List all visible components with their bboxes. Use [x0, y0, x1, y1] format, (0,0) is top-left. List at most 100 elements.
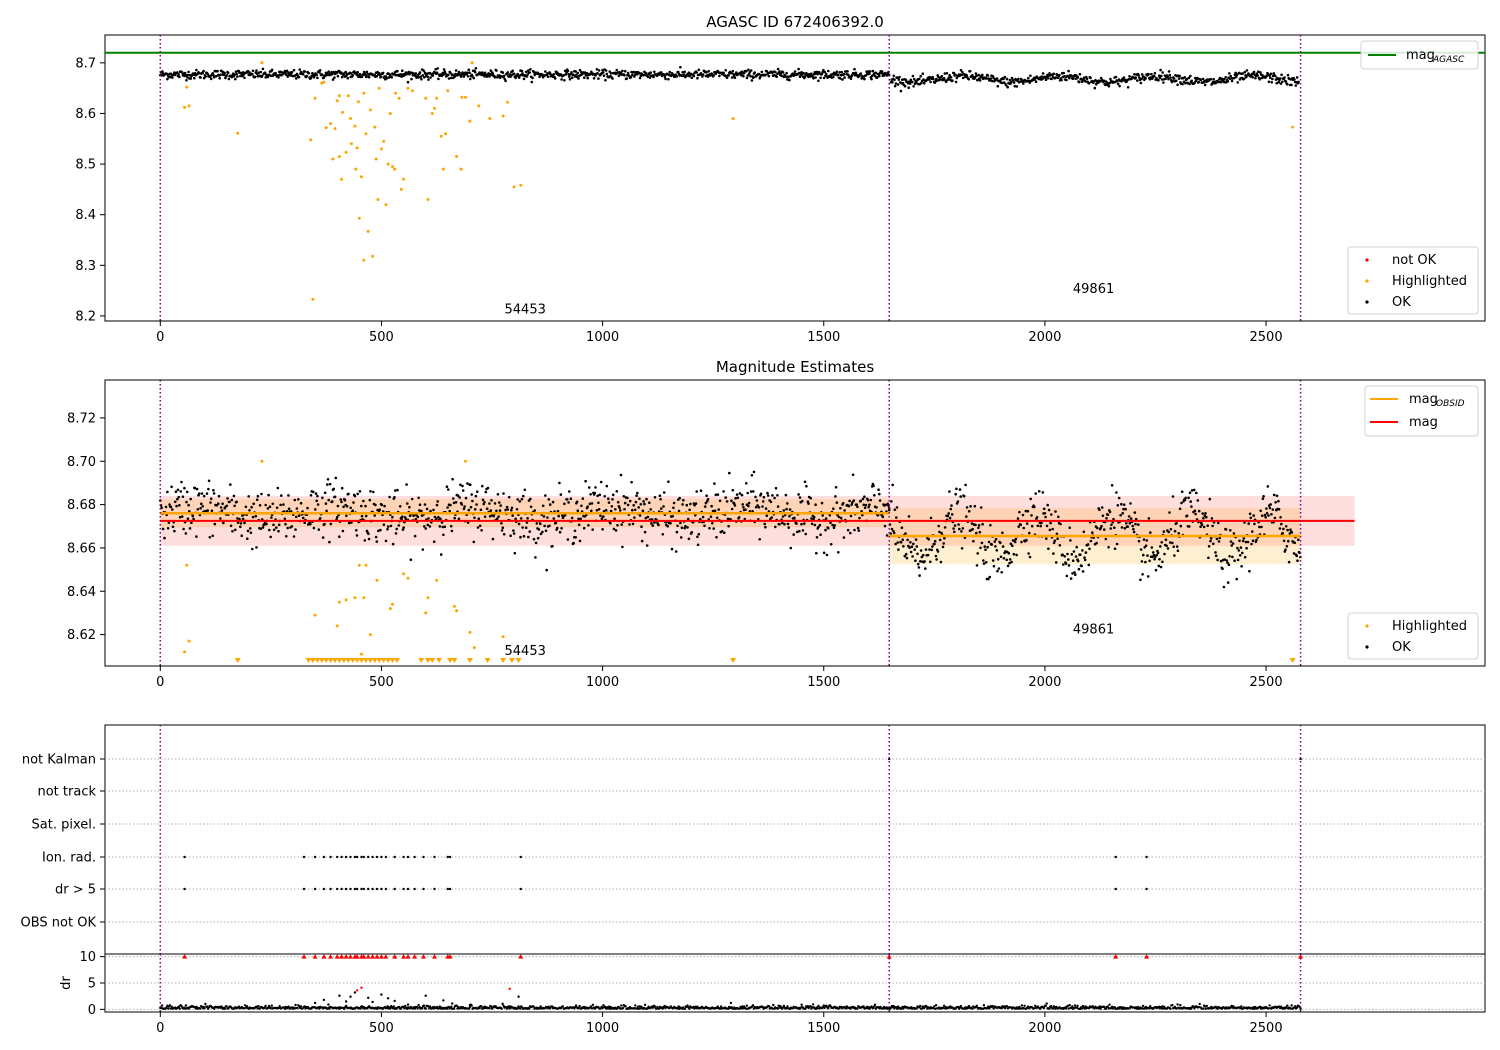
ok-point	[759, 492, 763, 496]
ok-point	[626, 503, 630, 507]
dr-point	[392, 1005, 395, 1008]
ok-point	[788, 78, 791, 82]
ok-point	[433, 515, 437, 519]
panel-agasc-magnitude: AGASC ID 672406392.0 0 500 1000 1500 2000 250…	[75, 13, 1486, 345]
ok-point	[970, 522, 974, 525]
ok-point	[230, 498, 234, 502]
ok-point	[839, 516, 843, 520]
dr-point	[982, 1004, 986, 1007]
ok-point	[758, 538, 761, 541]
ok-point	[270, 68, 274, 72]
ok-point	[711, 521, 714, 525]
ok-point	[623, 74, 626, 77]
highlighted-point	[424, 611, 428, 615]
ok-point	[404, 517, 408, 521]
ok-point	[1203, 83, 1207, 87]
ok-point	[1123, 527, 1127, 530]
ok-point	[596, 72, 599, 75]
ok-point	[466, 71, 469, 74]
ok-point	[193, 486, 197, 490]
dr-point	[403, 1007, 406, 1010]
ok-point	[1209, 537, 1213, 540]
ok-point	[577, 523, 581, 527]
ok-point	[616, 500, 620, 504]
ok-point	[367, 75, 371, 79]
highlighted-point	[468, 119, 472, 123]
x-tick-label: 2000	[1028, 330, 1061, 345]
ok-point	[454, 501, 458, 504]
x-tick-label: 0	[156, 675, 164, 690]
ok-point	[1161, 71, 1164, 74]
ok-point	[749, 490, 753, 493]
ok-point	[422, 69, 425, 72]
ok-point	[829, 543, 833, 546]
dr-clipped-marker	[405, 954, 411, 959]
ok-point	[863, 495, 866, 499]
ok-point	[1010, 560, 1013, 564]
ok-point	[1171, 541, 1174, 545]
ok-point	[1079, 553, 1082, 556]
ok-point	[914, 538, 918, 541]
legend-ok-swatch	[1365, 300, 1369, 304]
ok-point	[1066, 552, 1069, 556]
dr-point	[1051, 1007, 1055, 1010]
ok-point	[360, 504, 363, 508]
dr-point	[296, 1006, 299, 1010]
ok-point	[694, 513, 697, 517]
ok-point	[176, 488, 180, 492]
ok-point	[677, 70, 680, 74]
ok-point	[1050, 77, 1053, 81]
ok-point	[384, 539, 388, 543]
highlighted-point	[470, 61, 474, 65]
ok-point	[543, 524, 546, 528]
flag-point	[375, 887, 379, 891]
ok-point	[1161, 560, 1164, 564]
ok-point	[938, 530, 941, 534]
ok-point	[228, 500, 231, 504]
ok-point	[565, 498, 569, 501]
highlighted-point	[512, 185, 516, 189]
ok-point	[1221, 567, 1224, 571]
ok-point	[562, 74, 565, 77]
ok-point	[978, 530, 982, 534]
ok-point	[885, 74, 889, 77]
ok-point	[653, 521, 656, 524]
ok-point	[193, 71, 197, 75]
ok-point	[897, 78, 901, 81]
ok-point	[298, 68, 302, 71]
ok-point	[660, 507, 663, 510]
ok-point	[873, 494, 876, 497]
dr-point	[811, 1006, 814, 1009]
ok-point	[987, 540, 991, 544]
dr-point	[424, 1007, 427, 1010]
ok-point	[676, 524, 679, 528]
dr-outlier-point	[344, 1000, 348, 1003]
y-tick-label: 8.62	[67, 628, 96, 643]
dr-point	[1141, 1004, 1145, 1008]
panel2-annotation-obsid-1: 54453	[505, 644, 546, 659]
ok-point	[767, 74, 771, 78]
dr-point	[532, 1005, 535, 1008]
ok-point	[829, 521, 832, 525]
ok-point	[1122, 503, 1126, 507]
ok-point	[782, 509, 786, 512]
ok-point	[695, 490, 698, 493]
ok-point	[706, 499, 709, 503]
ok-point	[1287, 560, 1291, 564]
ok-point	[232, 494, 236, 498]
ok-point	[250, 505, 253, 509]
below-range-marker	[418, 658, 425, 663]
dr-point	[278, 1005, 281, 1008]
ok-point	[496, 493, 500, 496]
ok-point	[427, 517, 430, 520]
ok-point	[417, 76, 420, 79]
dr-point	[1020, 1004, 1024, 1007]
ok-point	[497, 515, 500, 518]
below-range-marker	[358, 658, 365, 663]
dr-point	[480, 1005, 483, 1008]
ok-point	[677, 509, 681, 513]
ok-point	[1100, 506, 1104, 509]
dr-point	[422, 1004, 426, 1007]
dr-point	[294, 1003, 297, 1007]
dr-point	[663, 1004, 666, 1008]
